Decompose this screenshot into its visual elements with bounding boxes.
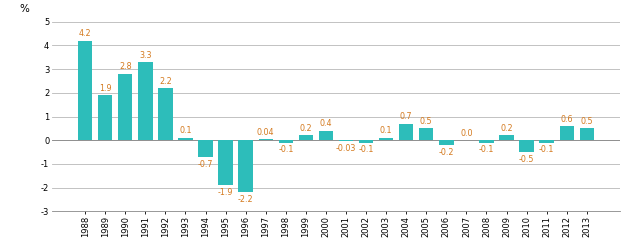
Text: -0.7: -0.7 xyxy=(198,160,213,169)
Bar xyxy=(178,138,193,140)
Bar xyxy=(258,139,273,140)
Text: 0.7: 0.7 xyxy=(400,112,412,121)
Bar xyxy=(198,140,213,157)
Text: 2.2: 2.2 xyxy=(159,77,172,86)
Text: 0.1: 0.1 xyxy=(179,127,192,135)
Bar xyxy=(98,95,112,140)
Bar xyxy=(299,135,313,140)
Bar xyxy=(439,140,454,145)
Text: 4.2: 4.2 xyxy=(79,29,92,38)
Text: 0.2: 0.2 xyxy=(500,124,513,133)
Text: -2.2: -2.2 xyxy=(238,195,253,204)
Bar xyxy=(479,140,494,143)
Text: 0.4: 0.4 xyxy=(319,119,332,128)
Text: %: % xyxy=(19,4,29,14)
Bar xyxy=(419,128,434,140)
Text: 0.1: 0.1 xyxy=(380,127,392,135)
Text: 0.2: 0.2 xyxy=(300,124,312,133)
Bar xyxy=(580,128,594,140)
Bar xyxy=(278,140,293,143)
Text: 0.5: 0.5 xyxy=(420,117,432,126)
Text: 0.0: 0.0 xyxy=(460,129,472,138)
Bar xyxy=(379,138,393,140)
Text: 0.04: 0.04 xyxy=(257,128,275,137)
Text: 0.6: 0.6 xyxy=(560,115,573,124)
Bar xyxy=(78,40,92,140)
Bar xyxy=(539,140,554,143)
Text: -0.03: -0.03 xyxy=(336,144,356,153)
Text: -0.1: -0.1 xyxy=(539,146,554,154)
Text: -0.2: -0.2 xyxy=(439,148,454,157)
Bar xyxy=(158,88,173,140)
Text: -0.1: -0.1 xyxy=(358,146,374,154)
Text: 2.8: 2.8 xyxy=(119,62,132,71)
Text: -0.5: -0.5 xyxy=(519,155,534,164)
Bar xyxy=(519,140,534,152)
Text: -1.9: -1.9 xyxy=(218,188,233,197)
Bar xyxy=(499,135,514,140)
Text: -0.1: -0.1 xyxy=(479,146,494,154)
Text: 0.5: 0.5 xyxy=(580,117,593,126)
Text: 3.3: 3.3 xyxy=(139,51,152,60)
Bar xyxy=(560,126,574,140)
Bar xyxy=(218,140,233,185)
Bar xyxy=(118,74,132,140)
Bar xyxy=(339,140,353,141)
Bar xyxy=(238,140,253,192)
Bar xyxy=(138,62,152,140)
Text: -0.1: -0.1 xyxy=(278,146,293,154)
Bar xyxy=(359,140,373,143)
Bar xyxy=(399,124,414,140)
Text: 1.9: 1.9 xyxy=(99,84,112,93)
Bar xyxy=(319,131,333,140)
